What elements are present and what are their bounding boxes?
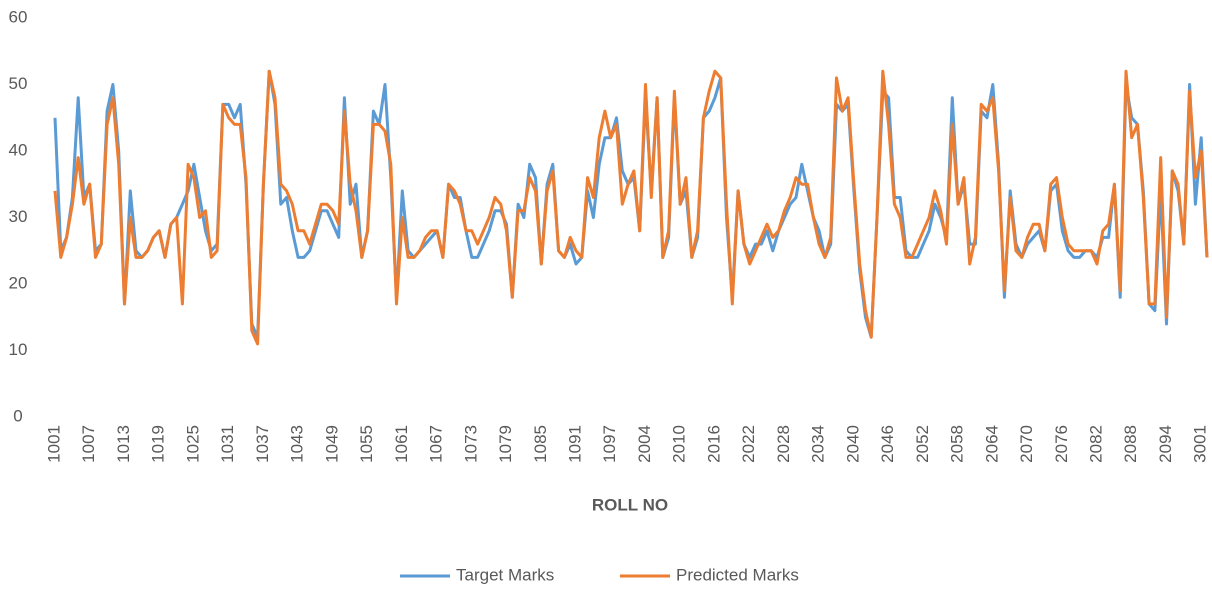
x-tick-label: 2052 (913, 425, 932, 463)
x-tick-label: 1055 (357, 425, 376, 463)
x-tick-label: 1031 (218, 425, 237, 463)
x-tick-label: 1085 (531, 425, 550, 463)
series-line (53, 69, 1209, 346)
legend-label: Target Marks (456, 565, 554, 584)
y-tick-label: 60 (9, 7, 28, 26)
x-tick-label: 1007 (79, 425, 98, 463)
x-tick-label: 2040 (843, 425, 862, 463)
x-tick-label: 1049 (322, 425, 341, 463)
x-tick-label: 1025 (183, 425, 202, 463)
x-tick-label: 1043 (288, 425, 307, 463)
x-tick-label: 1097 (600, 425, 619, 463)
x-tick-label: 1073 (461, 425, 480, 463)
y-tick-label: 40 (9, 140, 28, 159)
x-tick-label: 2004 (635, 425, 654, 463)
x-tick-label: 2088 (1121, 425, 1140, 463)
legend-label: Predicted Marks (676, 565, 799, 584)
x-tick-label: 1061 (392, 425, 411, 463)
x-tick-label: 2034 (809, 425, 828, 463)
x-tick-label: 2058 (948, 425, 967, 463)
series-line (53, 69, 1209, 339)
x-tick-label: 2076 (1052, 425, 1071, 463)
y-tick-label: 10 (9, 340, 28, 359)
x-tick-label: 1091 (565, 425, 584, 463)
x-tick-label: 1013 (114, 425, 133, 463)
x-tick-label: 1079 (496, 425, 515, 463)
x-axis-title: ROLL NO (592, 495, 668, 514)
x-tick-label: 2022 (739, 425, 758, 463)
x-tick-label: 2010 (670, 425, 689, 463)
x-tick-label: 1001 (44, 425, 63, 463)
x-tick-label: 2028 (774, 425, 793, 463)
x-tick-label: 1037 (253, 425, 272, 463)
x-tick-label: 3001 (1191, 425, 1210, 463)
x-tick-label: 2082 (1086, 425, 1105, 463)
x-tick-label: 2046 (878, 425, 897, 463)
x-tick-label: 2070 (1017, 425, 1036, 463)
x-tick-label: 1019 (149, 425, 168, 463)
x-tick-label: 2064 (982, 425, 1001, 463)
x-tick-label: 2094 (1156, 425, 1175, 463)
x-tick-label: 2016 (704, 425, 723, 463)
x-tick-label: 1067 (427, 425, 446, 463)
y-tick-label: 50 (9, 74, 28, 93)
y-tick-label: 20 (9, 273, 28, 292)
y-tick-label: 0 (13, 406, 22, 425)
y-tick-label: 30 (9, 207, 28, 226)
